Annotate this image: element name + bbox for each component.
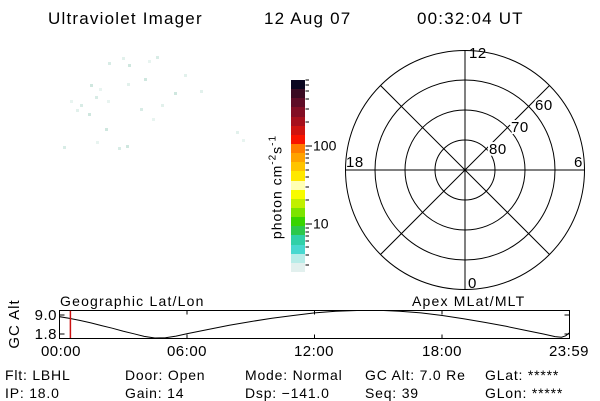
polar-label-6: 6	[574, 154, 583, 171]
status-dsp: Dsp: −141.0	[245, 385, 330, 401]
orbit-altitude-curve	[59, 310, 570, 339]
polar-label-12: 12	[469, 45, 487, 62]
xtick-0000: 00:00	[41, 343, 81, 360]
colorbar-tick-10: 10	[313, 215, 329, 232]
status-glat: GLat: *****	[485, 367, 560, 383]
polar-label-0: 0	[468, 275, 477, 292]
status-gain: Gain: 14	[125, 385, 185, 401]
status-gc-alt: GC Alt: 7.0 Re	[365, 367, 466, 383]
status-flt: Flt: LBHL	[5, 367, 71, 383]
header-time-ut: 00:32:04 UT	[417, 9, 524, 28]
colorbar	[291, 80, 305, 272]
header-date: 12 Aug 07	[264, 9, 352, 28]
colorbar-ticks	[305, 79, 312, 266]
xtick-1200: 12:00	[294, 343, 334, 360]
status-seq: Seq: 39	[365, 385, 419, 401]
status-mode: Mode: Normal	[245, 367, 343, 383]
status-ip: IP: 18.0	[5, 385, 60, 401]
status-door: Door: Open	[125, 367, 206, 383]
xtick-0600: 06:00	[167, 343, 207, 360]
status-glon: GLon: *****	[485, 385, 564, 401]
polar-label-18: 18	[346, 154, 364, 171]
strip-ylabel: GC Alt	[6, 299, 23, 348]
polar-lat-60: 60	[535, 97, 553, 114]
caption-apex: Apex MLat/MLT	[412, 293, 525, 309]
colorbar-tick-100: 100	[313, 137, 337, 154]
polar-lat-80: 80	[489, 141, 507, 158]
xtick-1800: 18:00	[422, 343, 462, 360]
xtick-2359: 23:59	[549, 343, 589, 360]
polar-grid	[345, 50, 585, 290]
caption-geographic: Geographic Lat/Lon	[60, 293, 205, 309]
strip-chart-ticks	[59, 310, 570, 339]
ytick-9: 9.0	[35, 307, 57, 324]
strip-chart	[59, 310, 570, 339]
polar-lat-70: 70	[511, 119, 529, 136]
app-title: Ultraviolet Imager	[48, 9, 203, 28]
ytick-1-8: 1.8	[35, 326, 57, 343]
polar-spoke-diagonal	[380, 85, 550, 255]
